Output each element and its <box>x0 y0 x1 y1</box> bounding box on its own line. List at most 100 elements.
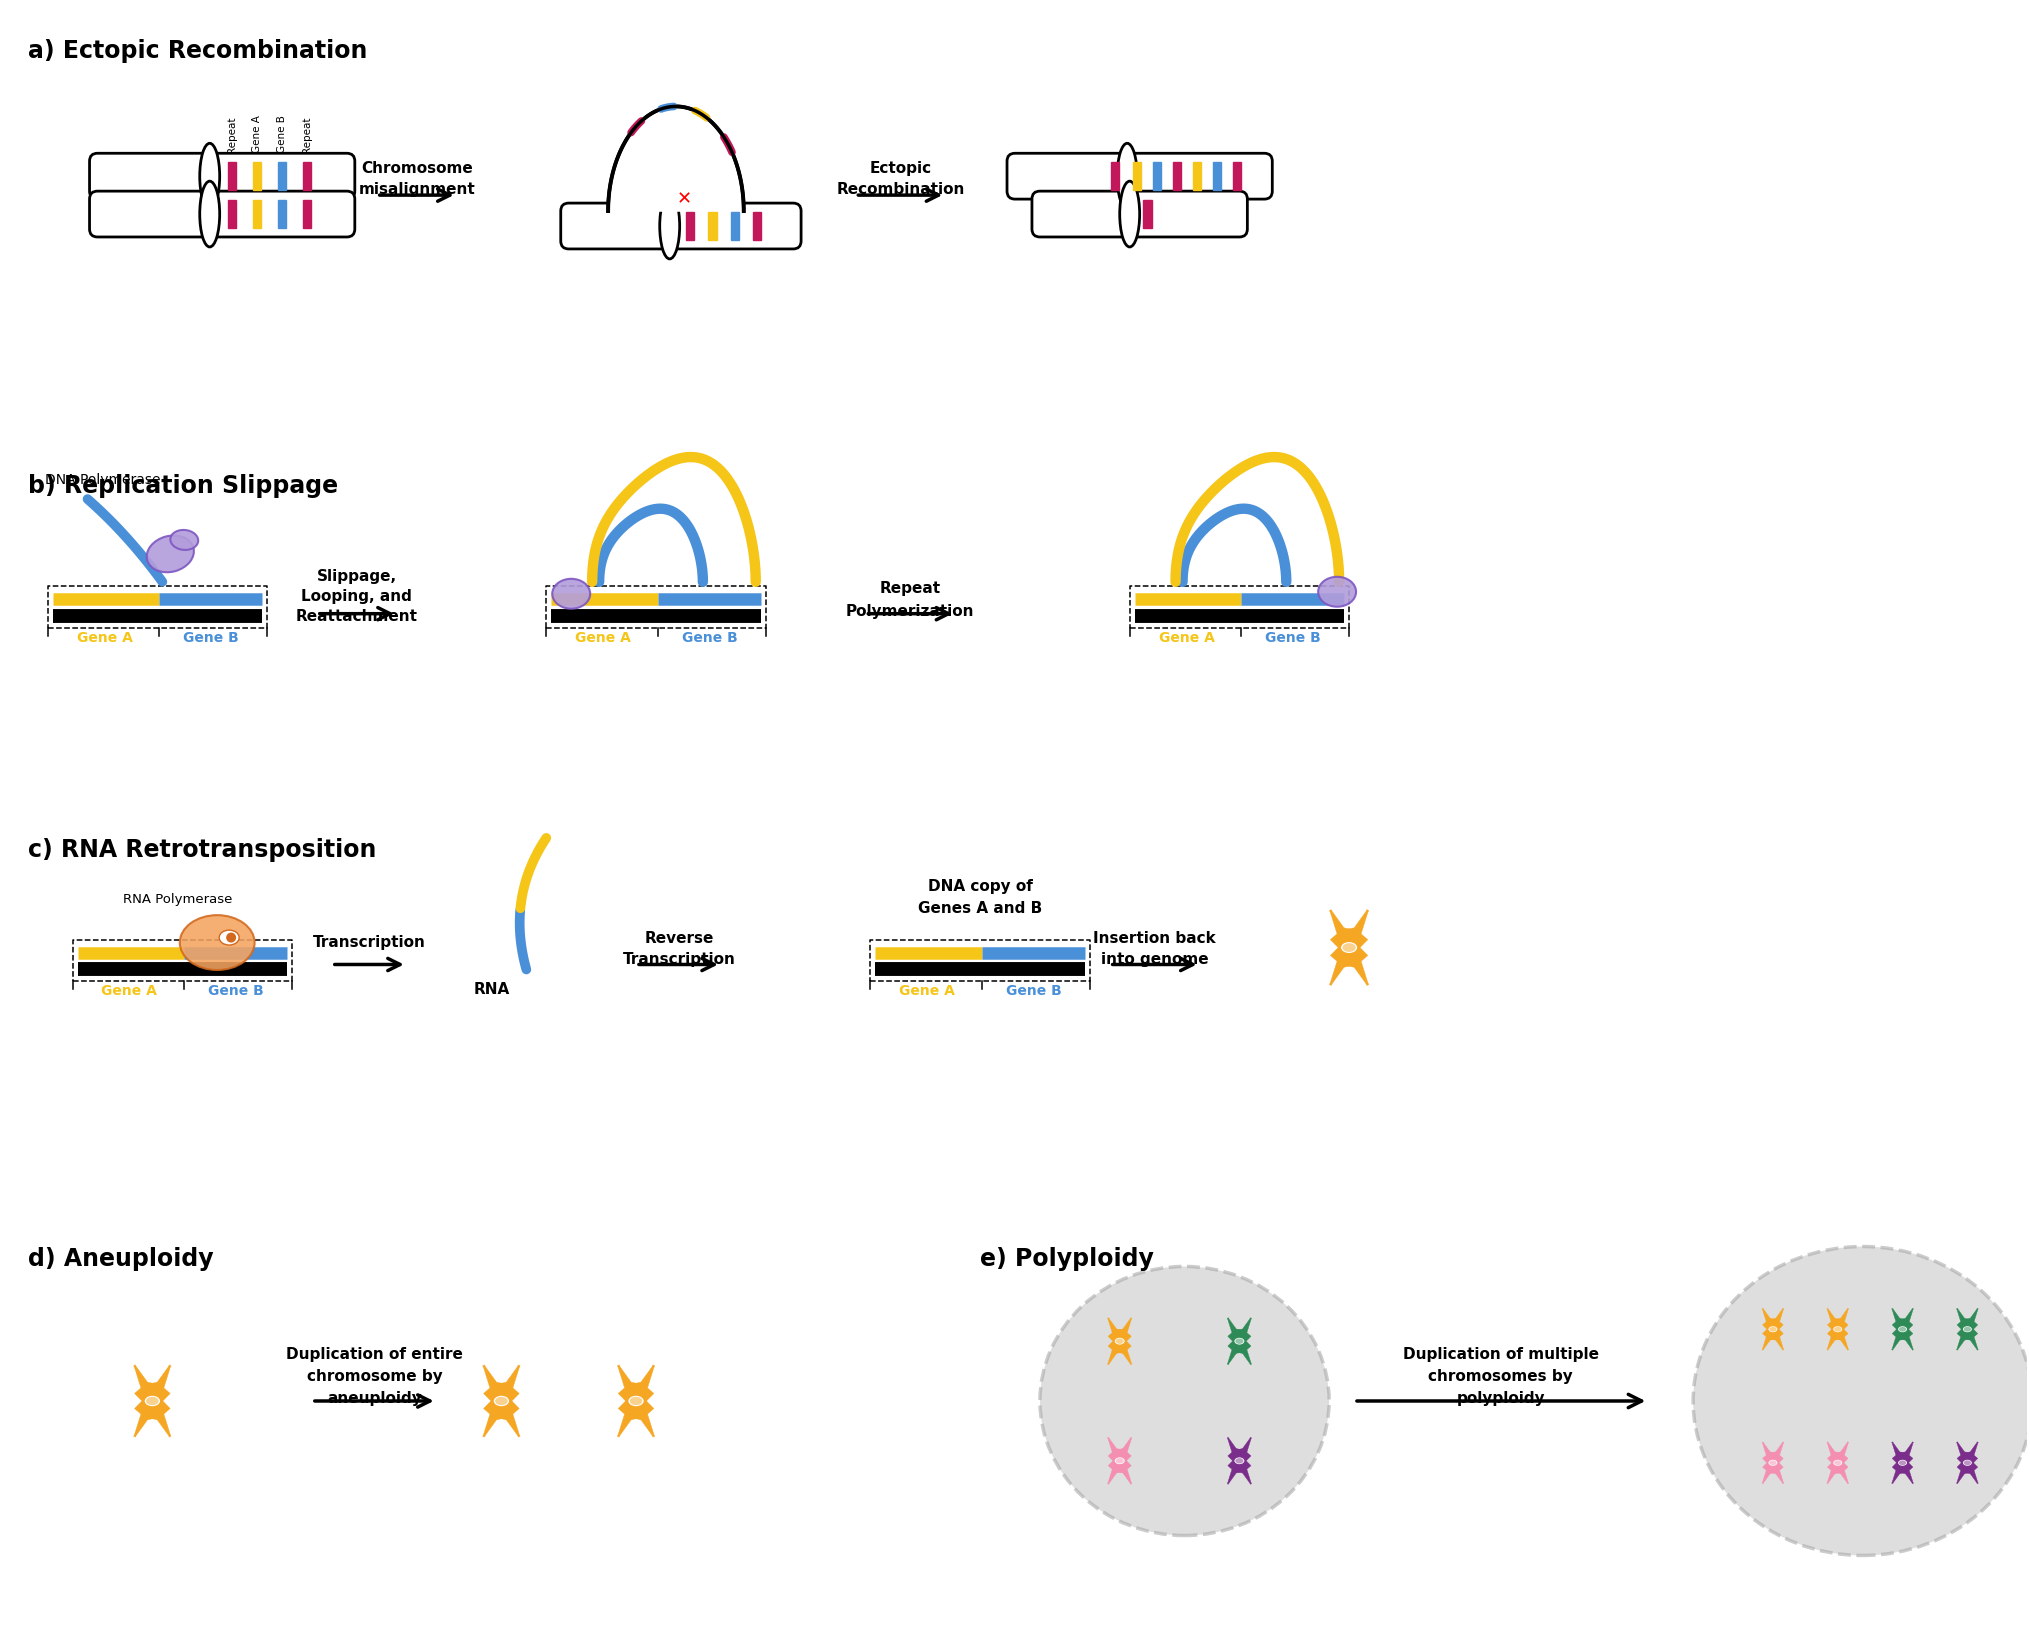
Polygon shape <box>1892 1442 1906 1465</box>
Polygon shape <box>1963 1460 1979 1483</box>
FancyBboxPatch shape <box>560 204 802 249</box>
Ellipse shape <box>1898 1459 1908 1467</box>
Text: Genes A and B: Genes A and B <box>918 900 1041 915</box>
Polygon shape <box>1234 1438 1253 1464</box>
Bar <box>1143 200 1151 228</box>
Ellipse shape <box>1833 1460 1841 1465</box>
Text: Gene B: Gene B <box>682 630 737 645</box>
Polygon shape <box>1762 1309 1776 1332</box>
Text: Repeat: Repeat <box>879 581 940 596</box>
Polygon shape <box>1342 910 1368 951</box>
Polygon shape <box>1108 1459 1125 1485</box>
Polygon shape <box>1898 1309 1914 1332</box>
Polygon shape <box>1330 910 1356 951</box>
Text: Gene A: Gene A <box>77 630 132 645</box>
Ellipse shape <box>1121 181 1139 247</box>
Ellipse shape <box>660 194 680 259</box>
Bar <box>254 200 262 228</box>
Ellipse shape <box>1340 941 1358 954</box>
Ellipse shape <box>627 1395 646 1407</box>
Ellipse shape <box>146 1397 158 1405</box>
Polygon shape <box>629 1364 656 1405</box>
Text: Reattachment: Reattachment <box>296 609 418 624</box>
Text: Transcription: Transcription <box>313 934 426 949</box>
Text: into genome: into genome <box>1100 952 1208 967</box>
Ellipse shape <box>1693 1247 2030 1555</box>
Ellipse shape <box>1234 1337 1244 1345</box>
Polygon shape <box>1892 1327 1906 1350</box>
Ellipse shape <box>1833 1327 1841 1332</box>
Polygon shape <box>1898 1327 1914 1350</box>
Text: e) Polyploidy: e) Polyploidy <box>980 1247 1153 1270</box>
Polygon shape <box>1892 1309 1906 1332</box>
Polygon shape <box>1833 1460 1849 1483</box>
Text: Insertion back: Insertion back <box>1094 931 1216 946</box>
Text: ✕: ✕ <box>676 190 692 208</box>
Ellipse shape <box>1039 1267 1330 1535</box>
Ellipse shape <box>1963 1325 1973 1333</box>
Ellipse shape <box>144 1395 160 1407</box>
Bar <box>278 163 286 190</box>
Ellipse shape <box>171 531 199 550</box>
FancyBboxPatch shape <box>89 153 355 199</box>
Text: polyploidy: polyploidy <box>1456 1390 1545 1407</box>
Text: Reverse: Reverse <box>644 931 715 946</box>
Polygon shape <box>483 1397 508 1438</box>
Ellipse shape <box>199 181 219 247</box>
Polygon shape <box>1898 1460 1914 1483</box>
Ellipse shape <box>1317 576 1356 607</box>
Polygon shape <box>1827 1460 1841 1483</box>
Ellipse shape <box>1236 1459 1244 1464</box>
Polygon shape <box>1228 1338 1244 1364</box>
Polygon shape <box>1108 1317 1125 1343</box>
Ellipse shape <box>1963 1327 1971 1332</box>
Text: Gene B: Gene B <box>209 985 264 998</box>
Polygon shape <box>134 1397 158 1438</box>
Ellipse shape <box>552 580 591 609</box>
Text: d) Aneuploidy: d) Aneuploidy <box>28 1247 213 1270</box>
Polygon shape <box>1114 1317 1133 1343</box>
Ellipse shape <box>1114 1457 1125 1465</box>
Bar <box>1232 163 1240 190</box>
Bar <box>1110 163 1119 190</box>
Ellipse shape <box>199 143 219 208</box>
Ellipse shape <box>219 930 240 944</box>
Polygon shape <box>1234 1317 1253 1343</box>
Bar <box>1194 163 1202 190</box>
Text: Repeat: Repeat <box>302 117 313 153</box>
Bar <box>302 200 311 228</box>
Bar <box>1153 163 1161 190</box>
Ellipse shape <box>1833 1325 1843 1333</box>
Polygon shape <box>1827 1442 1841 1465</box>
Bar <box>254 163 262 190</box>
Ellipse shape <box>493 1395 510 1407</box>
Polygon shape <box>1963 1309 1979 1332</box>
Polygon shape <box>1768 1309 1784 1332</box>
Text: a) Ectopic Recombination: a) Ectopic Recombination <box>28 39 367 62</box>
Polygon shape <box>1114 1438 1133 1464</box>
Ellipse shape <box>1116 1459 1125 1464</box>
Text: Gene A: Gene A <box>899 985 956 998</box>
Circle shape <box>225 933 235 943</box>
Polygon shape <box>1892 1460 1906 1483</box>
Text: Gene B: Gene B <box>183 630 240 645</box>
Polygon shape <box>1833 1309 1849 1332</box>
Text: chromosome by: chromosome by <box>307 1369 443 1384</box>
Text: RNA Polymerase: RNA Polymerase <box>122 892 231 905</box>
Polygon shape <box>609 106 743 212</box>
Text: Slippage,: Slippage, <box>317 568 398 584</box>
Ellipse shape <box>1234 1457 1244 1465</box>
Ellipse shape <box>1342 943 1356 952</box>
Bar <box>1173 163 1181 190</box>
Text: Transcription: Transcription <box>623 952 735 967</box>
Ellipse shape <box>495 1397 508 1405</box>
Text: DNA copy of: DNA copy of <box>928 879 1033 894</box>
Text: Ectopic: Ectopic <box>869 161 932 176</box>
Polygon shape <box>495 1397 520 1438</box>
Bar <box>227 200 235 228</box>
Polygon shape <box>1114 1338 1133 1364</box>
Polygon shape <box>1108 1438 1125 1464</box>
Polygon shape <box>1963 1442 1979 1465</box>
Ellipse shape <box>1116 1338 1125 1345</box>
Polygon shape <box>1768 1327 1784 1350</box>
